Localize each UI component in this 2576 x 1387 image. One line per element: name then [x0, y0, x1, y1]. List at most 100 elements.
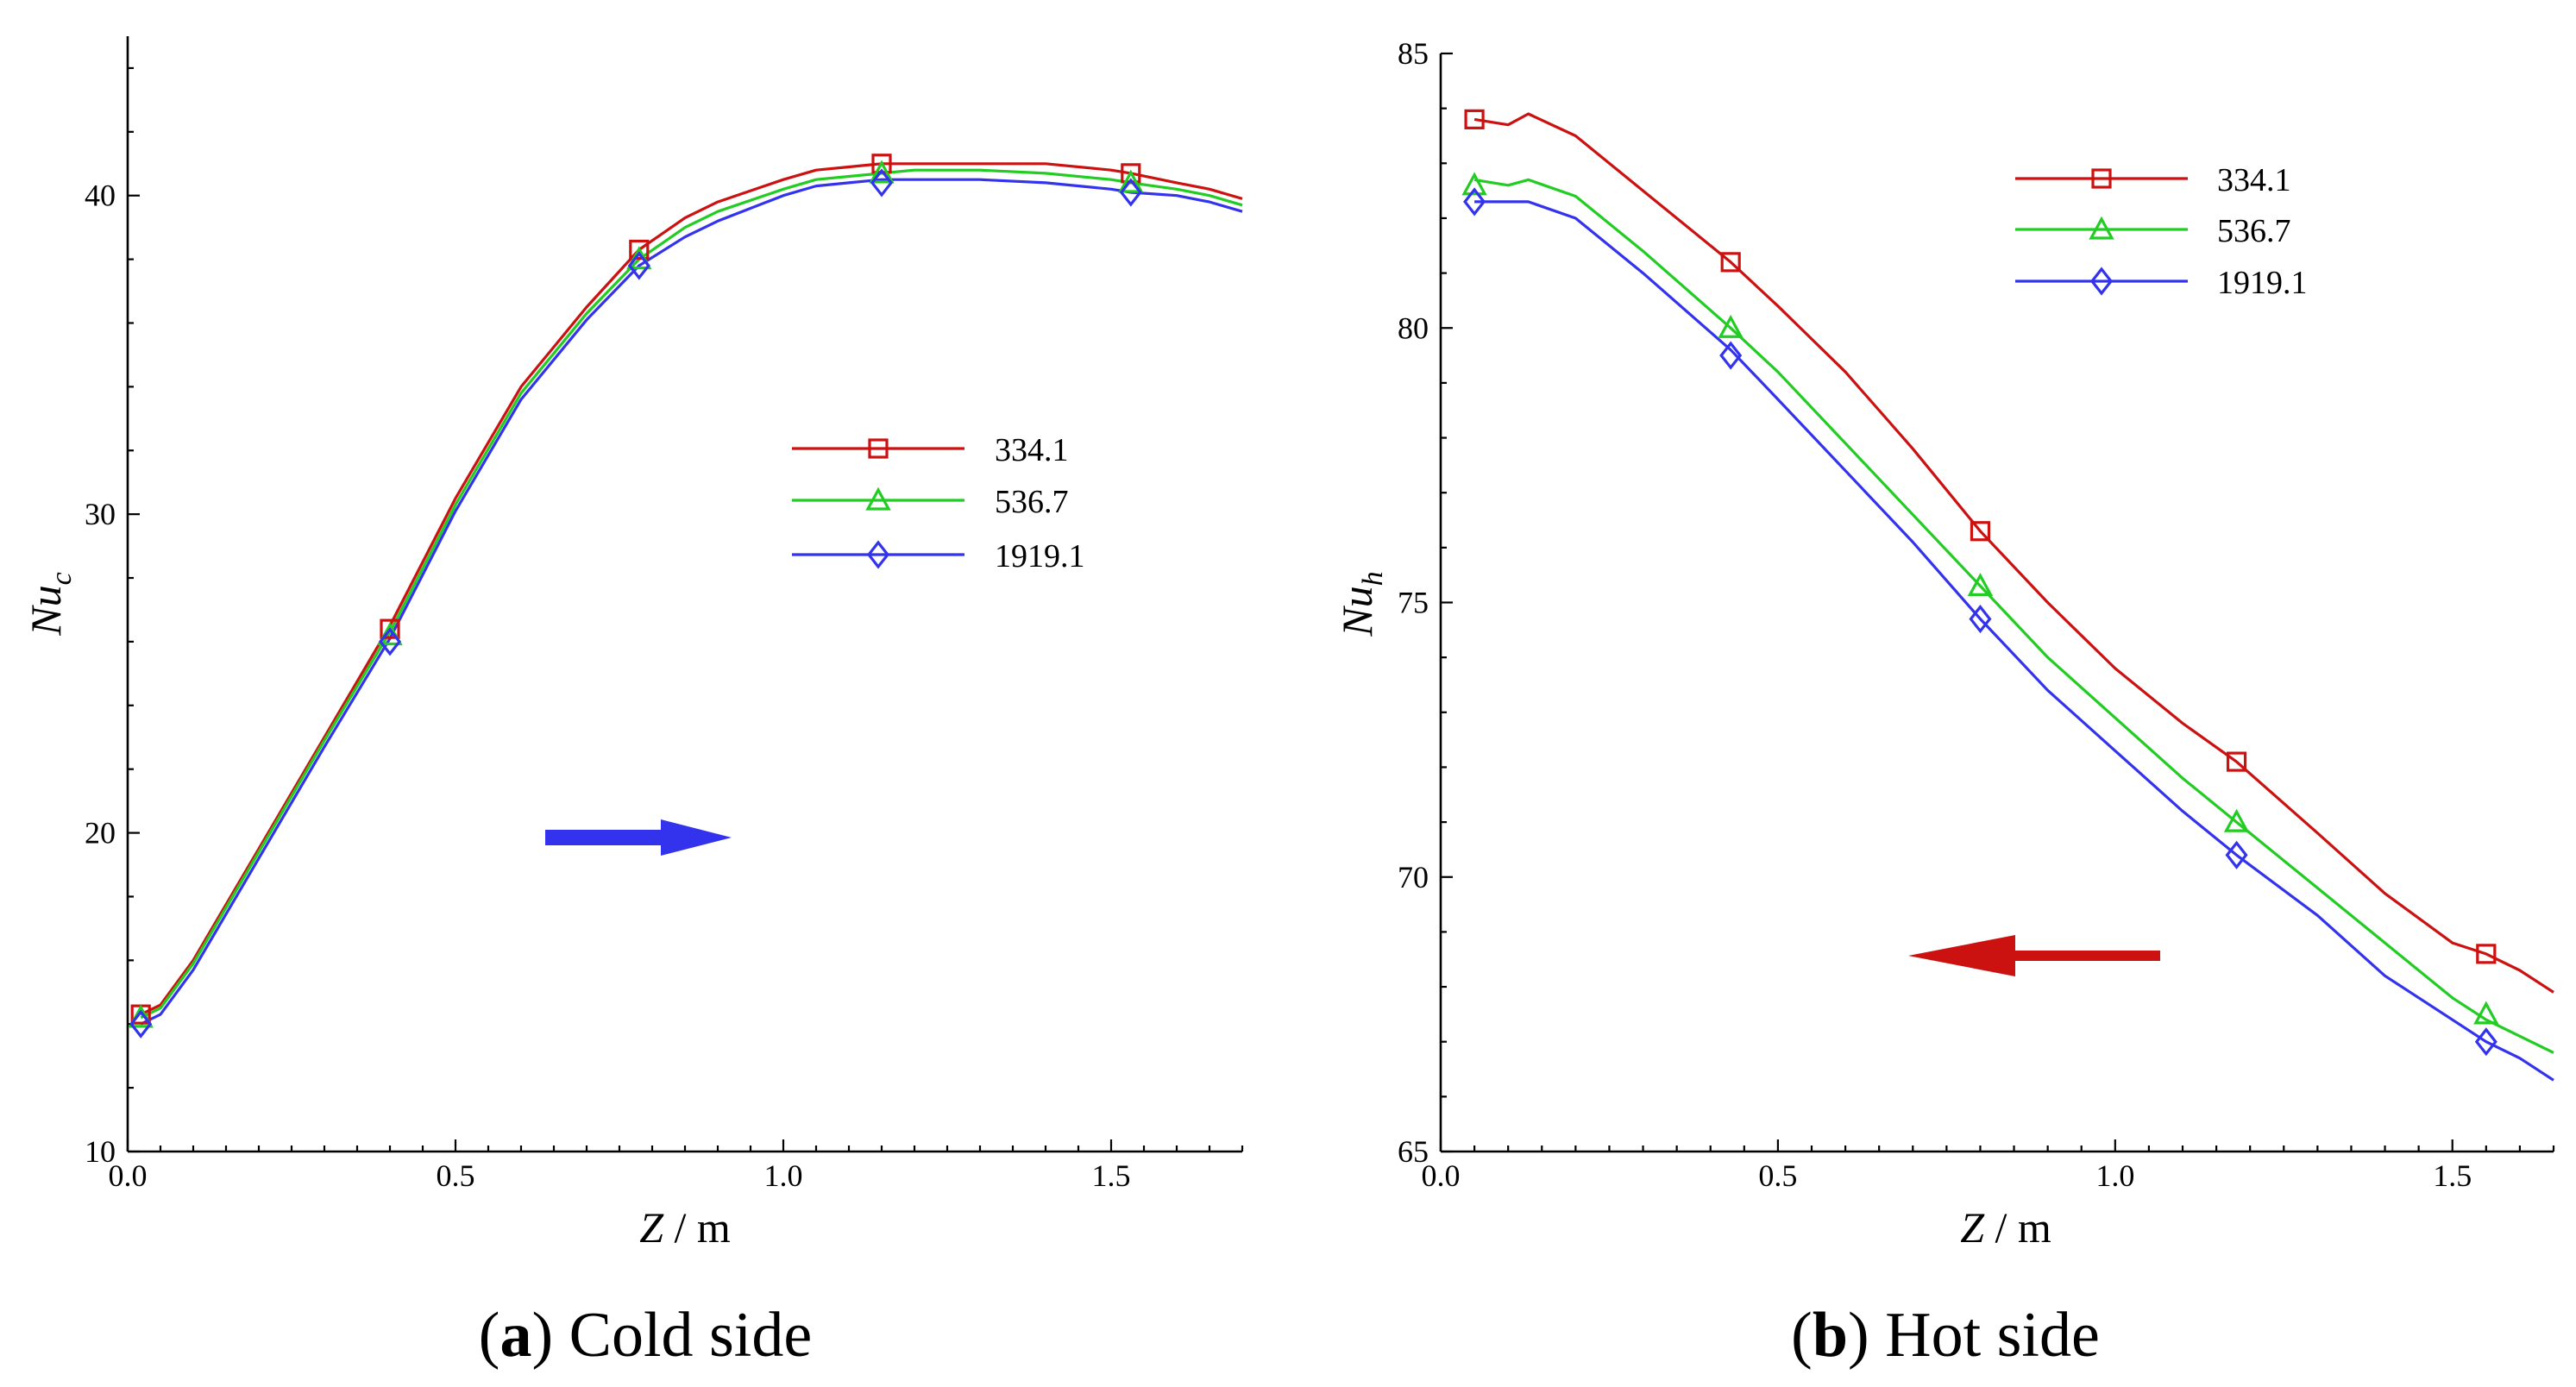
- panel-b-legend-entry-1: 334.1: [2015, 162, 2291, 198]
- panel-b-tick-labels: 0.0 0.5 1.0 1.5 65 70 75 80 85: [1398, 36, 2472, 1193]
- panel-b-y-axis-label: Nuh: [1333, 571, 1389, 637]
- panel-a-axes: [126, 36, 1242, 1153]
- panel-a-y-tick-label: 10: [85, 1134, 116, 1169]
- panel-a-series-line-1919.1: [140, 178, 1243, 1026]
- panel-a-series-line-536.7: [140, 168, 1243, 1020]
- panel-b-x-tick-label: 1.5: [2433, 1158, 2472, 1193]
- panel-a-legend-square-marker: [868, 438, 889, 459]
- panel-a-x-axis-label: Z / m: [639, 1203, 731, 1252]
- panel-a-marker-square-334.1: [380, 618, 400, 639]
- panel-b-legend-label-1: 334.1: [2217, 162, 2291, 198]
- panel-a-x-axis-label-var: Z: [639, 1203, 664, 1252]
- panel-a-series-line-334.1: [140, 162, 1243, 1016]
- panel-a-legend-triangle-marker: [865, 486, 891, 511]
- panel-b-y-tick-label: 85: [1398, 36, 1429, 71]
- panel-a-tick-labels: 0.0 0.5 1.0 1.5 10 20 30 40: [85, 179, 1131, 1193]
- panel-b-caption: (b) Hot side: [1791, 1300, 2100, 1371]
- panel-a-arrow-shaft: [545, 830, 668, 845]
- panel-a-legend-label-3: 1919.1: [995, 538, 1085, 574]
- panel-b-x-axis-label: Z / m: [1960, 1203, 2051, 1252]
- panel-b-ticks: [1439, 52, 2555, 1153]
- panel-b-marker-square-334.1: [1720, 252, 1741, 273]
- panel-b-x-axis-label-var: Z: [1960, 1203, 1985, 1252]
- panel-b-series: [1473, 112, 2554, 1082]
- panel-a-marker-triangle-536.7: [869, 160, 895, 184]
- panel-a-series: [140, 162, 1243, 1026]
- panel-a-x-tick-label: 1.5: [1092, 1158, 1131, 1193]
- panel-a-x-tick-label: 0.5: [437, 1158, 475, 1193]
- panel-b-marker-diamond-1919.1: [1719, 341, 1743, 370]
- panel-b-caption-letter: b: [1813, 1300, 1848, 1371]
- panel-b-marker-diamond-1919.1: [2225, 840, 2248, 869]
- panel-b-legend-label-2: 536.7: [2217, 213, 2291, 249]
- panel-a-legend-diamond-marker: [866, 540, 890, 569]
- panel-a-y-axis-label-var: Nu: [22, 585, 70, 636]
- panel-b-legend-entry-3: 1919.1: [2015, 265, 2308, 301]
- panel-a-x-tick-label: 1.0: [764, 1158, 803, 1193]
- panel-b-marker-triangle-536.7: [1461, 172, 1487, 196]
- panel-b-series-line-1919.1: [1474, 200, 2554, 1082]
- panel-a-legend-label-2: 536.7: [995, 484, 1069, 520]
- panel-a-legend: 334.1 536.7 1919.1: [792, 432, 1085, 574]
- panel-b-legend-triangle-marker: [2089, 216, 2114, 240]
- panel-b-marker-square-334.1: [1464, 109, 1485, 129]
- panel-a-caption: (a) Cold side: [479, 1300, 812, 1371]
- panel-b-marker-diamond-1919.1: [1969, 605, 1992, 634]
- panel-a-legend-entry-1: 334.1: [792, 432, 1069, 468]
- panel-a-legend-entry-2: 536.7: [792, 484, 1069, 520]
- panel-b-flow-arrow: [1908, 935, 2160, 976]
- panel-b-series-line-536.7: [1473, 178, 2554, 1054]
- panel-b-y-tick-label: 75: [1398, 586, 1429, 620]
- panel-b-x-axis-label-unit: / m: [1984, 1203, 2051, 1252]
- panel-b-marker-diamond-1919.1: [1463, 187, 1486, 217]
- panel-a-caption-text: Cold side: [569, 1300, 813, 1371]
- panel-b-arrow-shaft: [1976, 951, 2160, 961]
- panel-b-x-tick-label: 1.0: [2095, 1158, 2134, 1193]
- panel-b-legend-entry-2: 536.7: [2015, 213, 2291, 249]
- panel-a-marker-diamond-1919.1: [627, 251, 650, 280]
- panel-a-cold-side: 0.0 0.5 1.0 1.5 10 20 30 40 334.1 536.7 1919.1: [22, 36, 1244, 1371]
- panel-a-y-axis-label-sub: c: [46, 572, 78, 585]
- panel-b-marker-square-334.1: [1970, 521, 1991, 542]
- panel-a-marker-diamond-1919.1: [870, 168, 894, 198]
- panel-a-marker-diamond-1919.1: [378, 627, 402, 656]
- panel-a-marker-diamond-1919.1: [129, 1009, 153, 1039]
- panel-b-marker-triangle-536.7: [2223, 808, 2250, 832]
- panel-a-markers: [128, 154, 1144, 1039]
- panel-b-series-line-334.1: [1473, 112, 2554, 994]
- panel-b-y-tick-label: 80: [1398, 311, 1429, 345]
- panel-a-arrow-head: [661, 819, 732, 856]
- panel-b-marker-diamond-1919.1: [2474, 1027, 2497, 1057]
- panel-b-arrow-head: [1908, 935, 2015, 976]
- panel-b-x-tick-label: 0.0: [1422, 1158, 1461, 1193]
- panel-a-legend-label-1: 334.1: [995, 432, 1069, 468]
- panel-a-ticks: [126, 66, 1244, 1153]
- panel-b-markers: [1461, 109, 2499, 1057]
- panel-a-marker-diamond-1919.1: [1119, 178, 1142, 207]
- panel-b-y-tick-label: 70: [1398, 860, 1429, 894]
- panel-a-y-tick-label: 40: [85, 179, 116, 213]
- panel-a-y-tick-label: 30: [85, 497, 116, 531]
- panel-b-y-axis-label-sub: h: [1357, 571, 1389, 586]
- panel-b-x-tick-label: 0.5: [1758, 1158, 1797, 1193]
- panel-b-y-axis-label-var: Nu: [1333, 586, 1381, 637]
- panel-a-legend-entry-3: 1919.1: [792, 538, 1085, 574]
- panel-a-y-tick-label: 20: [85, 816, 116, 850]
- panel-b-hot-side: 0.0 0.5 1.0 1.5 65 70 75 80 85 334.1 536.7 1919.…: [1333, 36, 2555, 1371]
- panel-b-y-tick-label: 65: [1398, 1134, 1429, 1169]
- panel-a-x-axis-label-unit: / m: [663, 1203, 731, 1252]
- panel-b-legend: 334.1 536.7 1919.1: [2015, 162, 2308, 301]
- panel-b-legend-diamond-marker: [2089, 267, 2114, 296]
- panel-a-y-axis-label: Nuc: [22, 572, 78, 636]
- panel-a-caption-letter: a: [499, 1300, 531, 1371]
- panel-a-flow-arrow: [545, 819, 732, 856]
- panel-b-marker-triangle-536.7: [1967, 573, 1994, 597]
- panel-b-marker-square-334.1: [2476, 944, 2497, 964]
- panel-a-marker-triangle-536.7: [1118, 169, 1144, 193]
- panel-b-marker-square-334.1: [2226, 751, 2247, 772]
- panel-b-marker-triangle-536.7: [1718, 314, 1744, 338]
- panel-b-legend-label-3: 1919.1: [2217, 265, 2308, 301]
- panel-b-caption-text: Hot side: [1885, 1300, 2100, 1371]
- panel-a-marker-square-334.1: [629, 239, 650, 260]
